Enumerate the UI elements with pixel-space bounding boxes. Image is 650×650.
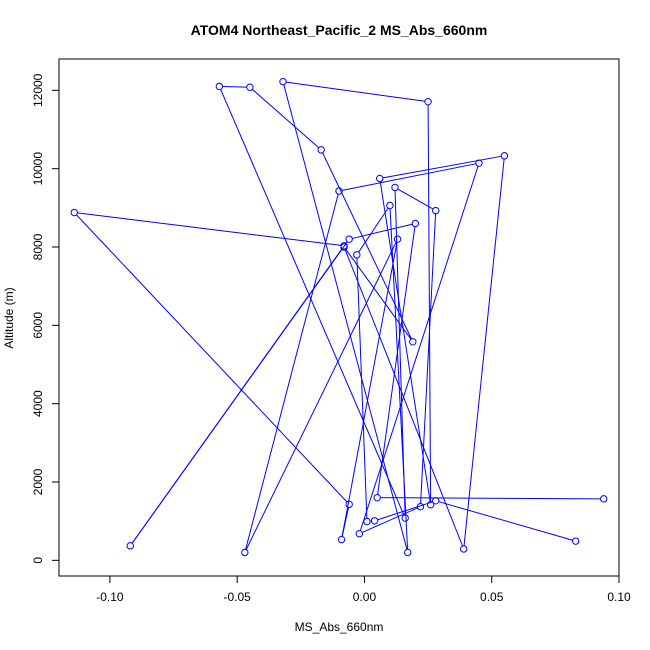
data-point <box>353 251 361 259</box>
y-tick-label: 4000 <box>31 390 45 417</box>
series-segment <box>283 84 408 550</box>
data-point <box>126 542 134 550</box>
series-segment <box>286 81 425 102</box>
series-segment <box>76 214 348 503</box>
x-tick-label: 0.05 <box>480 590 504 604</box>
series-segment <box>397 188 434 210</box>
y-tick-label: 6000 <box>31 312 45 339</box>
series-segment <box>245 193 339 550</box>
y-tick-label: 2000 <box>31 468 45 495</box>
series-segment <box>362 507 418 533</box>
y-axis: 0 2000 4000 6000 8000 10000 12000 <box>31 73 59 564</box>
chart-title: ATOM4 Northeast_Pacific_2 MS_Abs_660nm <box>191 22 488 38</box>
series-segment <box>359 166 479 531</box>
series-segment <box>322 152 412 340</box>
y-tick-label: 0 <box>31 557 45 564</box>
y-axis-label: Altitude (m) <box>2 287 16 348</box>
series-segment <box>341 242 398 537</box>
data-point <box>404 548 412 557</box>
y-tick-label: 8000 <box>31 233 45 260</box>
data-point <box>337 535 346 544</box>
data-point <box>363 517 371 526</box>
data-point <box>432 206 440 215</box>
data-point <box>386 201 394 210</box>
data-point <box>317 146 325 154</box>
series-segment <box>352 223 413 239</box>
data-point <box>246 83 254 91</box>
data-point <box>70 208 78 217</box>
data-point <box>345 500 353 509</box>
x-tick-label: -0.05 <box>224 590 252 604</box>
data-point <box>475 159 483 167</box>
data-point <box>340 243 348 251</box>
data-point <box>500 152 509 160</box>
x-axis-label: MS_Abs_660nm <box>295 620 384 634</box>
data-point <box>432 497 440 505</box>
data-point <box>345 235 353 243</box>
data-point <box>355 530 364 538</box>
series-segment <box>377 226 416 495</box>
y-tick-label: 12000 <box>31 73 45 107</box>
data-point <box>426 501 435 509</box>
series-segment <box>358 207 389 253</box>
data-point <box>215 82 224 91</box>
data-point <box>370 517 379 525</box>
series-segment <box>379 181 431 502</box>
series-segment <box>342 163 476 191</box>
y-tick-label: 10000 <box>31 152 45 186</box>
data-point <box>401 514 409 522</box>
series-segment <box>222 85 247 88</box>
data-point <box>391 183 399 192</box>
data-point <box>409 338 417 346</box>
data-point <box>411 219 420 228</box>
series-segment <box>463 158 505 546</box>
data-point <box>376 174 384 183</box>
data-point <box>393 235 402 243</box>
series-segment <box>245 241 397 550</box>
plot-frame <box>58 58 620 577</box>
series-segment <box>438 501 573 541</box>
data-point <box>424 97 432 106</box>
x-tick-label: -0.10 <box>96 590 124 604</box>
series-segment <box>251 88 320 149</box>
series-segment <box>380 497 601 500</box>
series-segment <box>131 248 343 544</box>
data-point <box>241 548 249 557</box>
data-point <box>600 495 608 503</box>
series-segment <box>220 89 405 516</box>
data-point <box>335 187 343 195</box>
data-series <box>70 78 608 557</box>
series-segment <box>77 212 341 246</box>
series-segment <box>427 104 432 502</box>
series-segment <box>389 208 409 550</box>
data-point <box>416 502 425 511</box>
series-segment <box>382 155 502 179</box>
x-tick-label: 0.00 <box>353 590 377 604</box>
data-point <box>572 537 580 545</box>
x-axis: -0.10 -0.05 0.00 0.05 0.10 <box>96 576 631 604</box>
data-point <box>373 493 381 502</box>
series-segment <box>344 249 464 547</box>
x-tick-label: 0.10 <box>607 590 631 604</box>
data-point <box>460 545 468 553</box>
data-point <box>279 78 287 86</box>
series-segment <box>356 258 368 519</box>
